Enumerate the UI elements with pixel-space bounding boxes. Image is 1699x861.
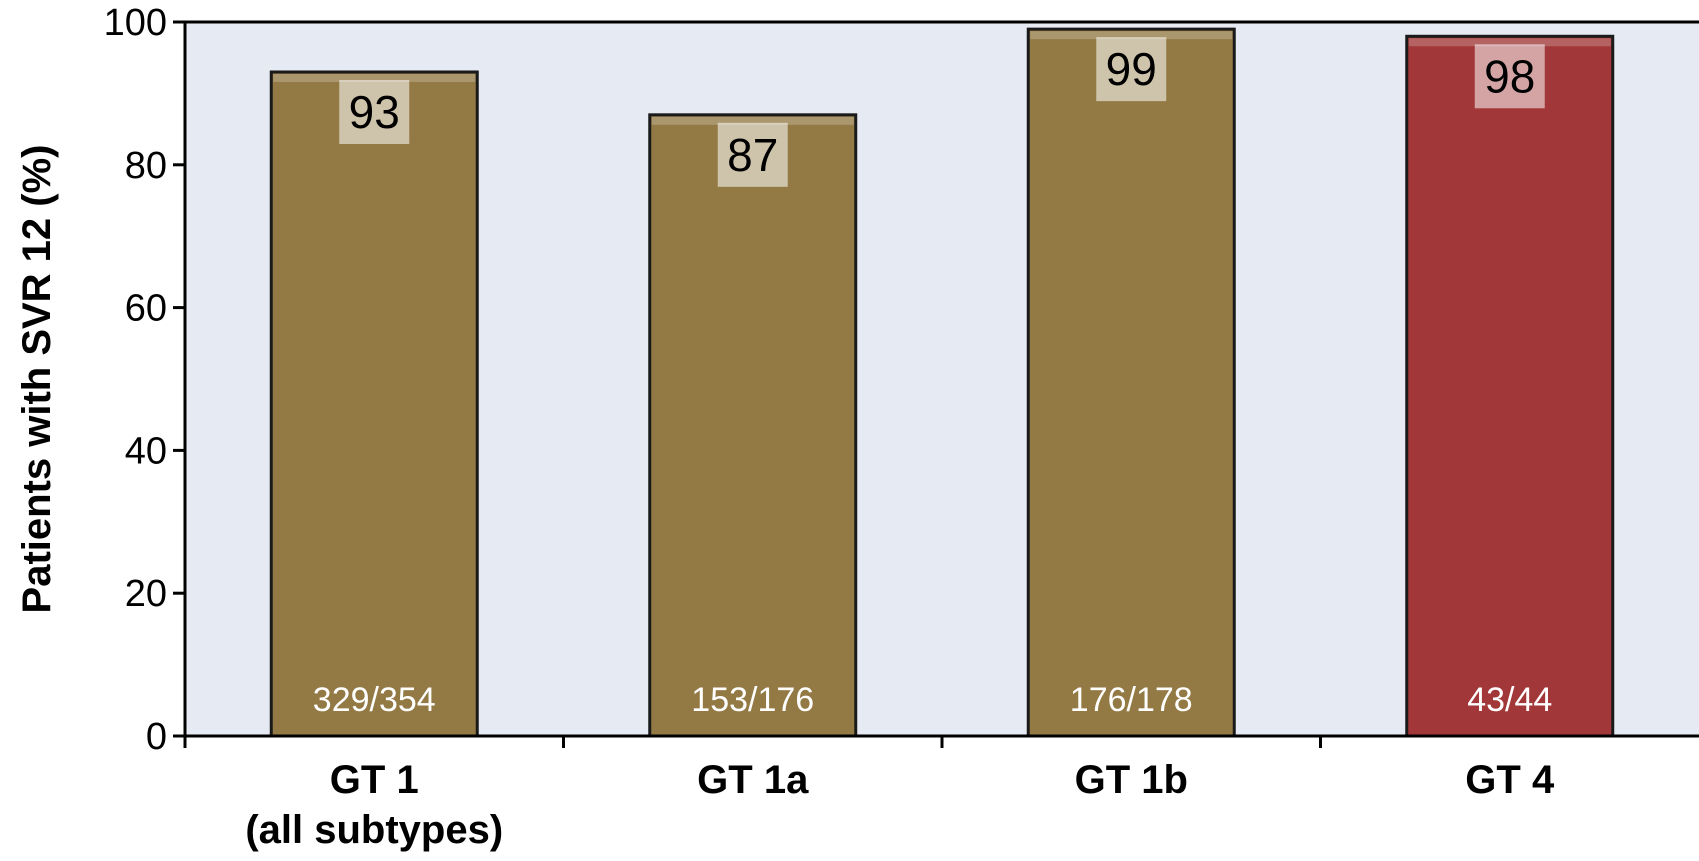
bar-group: 87 153/176 bbox=[648, 113, 858, 738]
bar-highlight bbox=[1408, 38, 1611, 47]
bar bbox=[1405, 34, 1615, 738]
bar bbox=[648, 113, 858, 738]
bar-highlight bbox=[1030, 31, 1233, 40]
bar-value-label: 99 bbox=[1106, 43, 1157, 95]
y-tick-label: 100 bbox=[104, 2, 167, 44]
value-label-box bbox=[1096, 37, 1167, 102]
bar-highlight bbox=[273, 73, 476, 82]
value-label-box bbox=[1474, 44, 1545, 109]
bar-n-label: 176/178 bbox=[1070, 681, 1193, 719]
bars: 93 329/354 87 153/176 99 176/178 98 43/44 bbox=[269, 27, 1615, 738]
y-tick-label: 20 bbox=[125, 573, 167, 615]
y-axis: 0 20 40 60 80 100 bbox=[104, 2, 1699, 758]
y-tick-label: 40 bbox=[125, 430, 167, 472]
bar-value-label: 98 bbox=[1484, 50, 1535, 102]
bar bbox=[1026, 27, 1236, 738]
x-category-label: GT 1b bbox=[1075, 758, 1188, 802]
x-category-label-line2: (all subtypes) bbox=[245, 808, 503, 852]
y-tick-label: 0 bbox=[146, 716, 167, 758]
y-tick-label: 60 bbox=[125, 288, 167, 330]
y-tick-label: 80 bbox=[125, 145, 167, 187]
x-category-label: GT 4 bbox=[1465, 758, 1555, 802]
bar-highlight bbox=[651, 116, 854, 125]
bar-n-label: 153/176 bbox=[691, 681, 814, 719]
y-axis-label: Patients with SVR 12 (%) bbox=[15, 145, 59, 614]
bar-n-label: 329/354 bbox=[313, 681, 436, 719]
bar-value-label: 87 bbox=[727, 129, 778, 181]
value-label-box bbox=[339, 79, 410, 144]
x-category-label: GT 1 bbox=[330, 758, 419, 802]
x-category-label: GT 1a bbox=[697, 758, 809, 802]
bar-group: 99 176/178 bbox=[1026, 27, 1236, 738]
bar-n-label: 43/44 bbox=[1467, 681, 1552, 719]
x-axis: GT 1 (all subtypes) GT 1a GT 1b GT 4 bbox=[185, 734, 1699, 852]
bar bbox=[269, 70, 479, 738]
bar-group: 98 43/44 bbox=[1405, 34, 1615, 738]
value-label-box bbox=[717, 122, 788, 187]
bar-value-label: 93 bbox=[349, 86, 400, 138]
bar-group: 93 329/354 bbox=[269, 70, 479, 738]
